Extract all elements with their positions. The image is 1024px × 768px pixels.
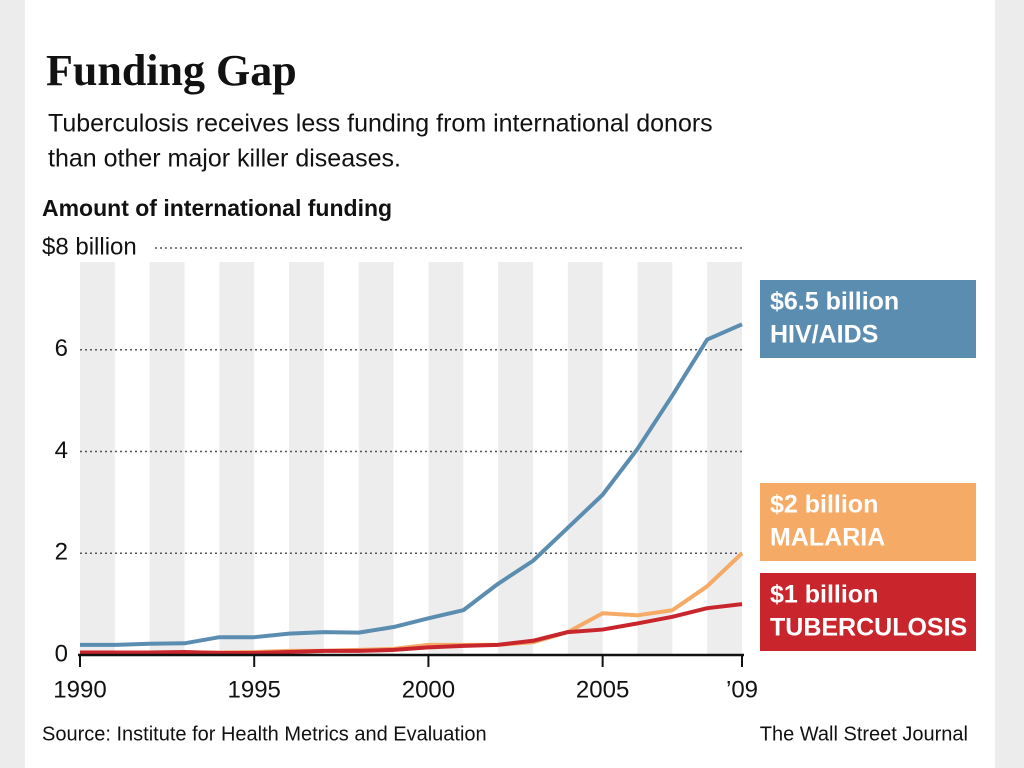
- x-tick-label: 1995: [228, 676, 281, 703]
- stripe: [323, 262, 359, 655]
- y-tick-label: 6: [55, 335, 68, 362]
- credit: The Wall Street Journal: [760, 723, 968, 745]
- source: Source: Institute for Health Metrics and…: [42, 723, 487, 745]
- legend-box: [760, 573, 976, 651]
- legend-label: MALARIA: [770, 524, 885, 552]
- stripe: [254, 262, 290, 655]
- x-tick-label: 2000: [402, 676, 455, 703]
- stripe: [114, 262, 150, 655]
- stripe: [393, 262, 429, 655]
- y-tick-label: 4: [55, 437, 68, 464]
- legend-box: [760, 280, 976, 358]
- y-axis-label: Amount of international funding: [42, 195, 392, 221]
- x-tick-label: 1990: [53, 676, 106, 703]
- line: [80, 602, 743, 655]
- stripe: [532, 262, 568, 655]
- y-tick-label: 0: [55, 640, 68, 667]
- subtitle: Tuberculosis receives less funding from …: [48, 110, 713, 138]
- x-tick-label: 2005: [576, 676, 629, 703]
- line: [80, 322, 743, 647]
- stripe: [184, 262, 220, 655]
- x-tick-label: ’09: [726, 676, 758, 703]
- value-label: $6.5 billion: [770, 288, 899, 316]
- value-label: $2 billion: [770, 491, 878, 519]
- value-label: $1 billion: [770, 581, 878, 609]
- y-tick-label: 2: [55, 539, 68, 566]
- legend-label: TUBERCULOSIS: [770, 614, 967, 642]
- y-tick-label: $8 billion: [42, 233, 137, 260]
- legend-label: HIV/AIDS: [770, 321, 878, 349]
- chart-title: Funding Gap: [46, 46, 297, 95]
- legend-box: [760, 483, 976, 561]
- subtitle: than other major killer diseases.: [48, 145, 401, 173]
